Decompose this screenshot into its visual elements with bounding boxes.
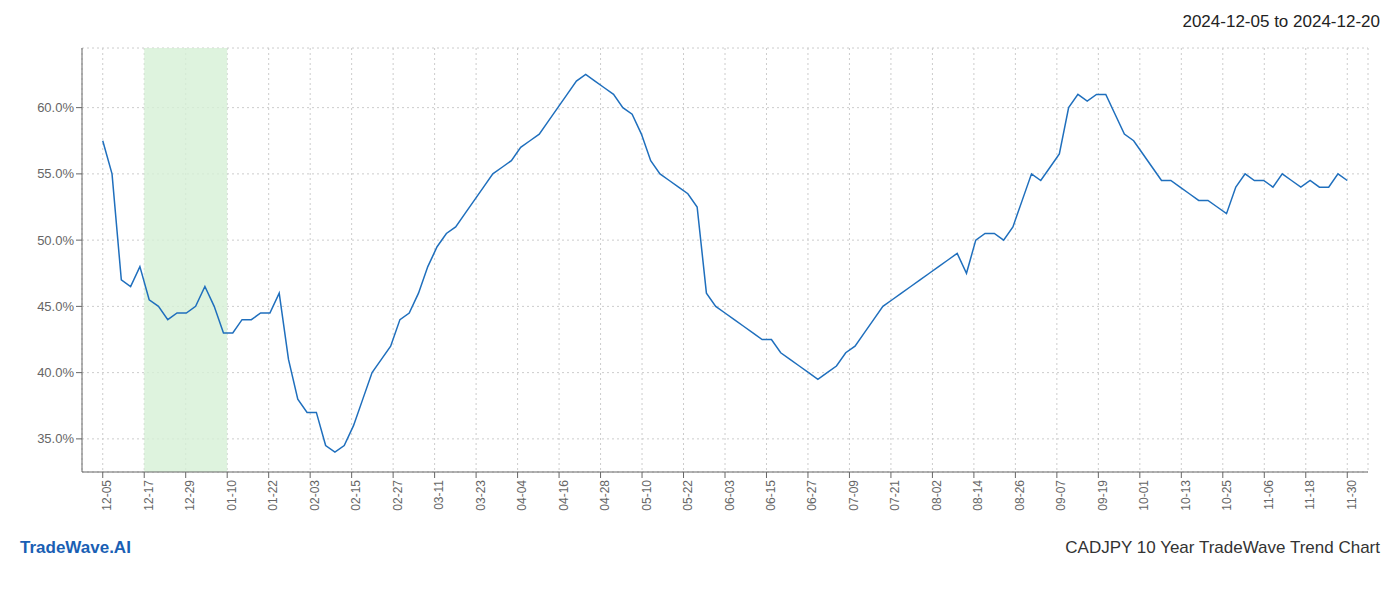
svg-text:11-18: 11-18 [1303, 480, 1317, 510]
svg-text:04-16: 04-16 [557, 480, 571, 511]
svg-text:12-29: 12-29 [183, 480, 197, 511]
svg-text:07-21: 07-21 [888, 480, 902, 511]
svg-text:50.0%: 50.0% [37, 233, 74, 248]
svg-text:01-10: 01-10 [225, 480, 239, 511]
svg-text:12-17: 12-17 [142, 480, 156, 511]
svg-text:06-27: 06-27 [805, 480, 819, 511]
svg-text:08-02: 08-02 [930, 480, 944, 511]
svg-text:06-15: 06-15 [764, 480, 778, 511]
html-text:TradeWave.AI: TradeWave.AI [20, 538, 131, 557]
svg-text:04-28: 04-28 [598, 480, 612, 511]
svg-text:12-05: 12-05 [100, 480, 114, 511]
svg-text:03-11: 03-11 [432, 480, 446, 510]
svg-text:60.0%: 60.0% [37, 100, 74, 115]
svg-text:02-27: 02-27 [391, 480, 405, 511]
svg-text:05-22: 05-22 [681, 480, 695, 511]
html-text:2024-12-05 to 2024-12-20: 2024-12-05 to 2024-12-20 [1182, 12, 1380, 31]
svg-text:11-06: 11-06 [1262, 480, 1276, 510]
svg-text:02-03: 02-03 [308, 480, 322, 511]
svg-text:05-10: 05-10 [640, 480, 654, 511]
svg-text:10-13: 10-13 [1179, 480, 1193, 511]
svg-text:08-14: 08-14 [971, 480, 985, 511]
svg-text:03-23: 03-23 [474, 480, 488, 511]
svg-text:10-25: 10-25 [1220, 480, 1234, 511]
svg-text:01-22: 01-22 [266, 480, 280, 511]
svg-text:35.0%: 35.0% [37, 431, 74, 446]
svg-text:40.0%: 40.0% [37, 365, 74, 380]
svg-text:09-07: 09-07 [1054, 480, 1068, 511]
svg-text:09-19: 09-19 [1096, 480, 1110, 511]
svg-text:04-04: 04-04 [515, 480, 529, 511]
svg-text:55.0%: 55.0% [37, 166, 74, 181]
svg-text:11-30: 11-30 [1345, 480, 1359, 510]
svg-text:45.0%: 45.0% [37, 299, 74, 314]
svg-text:08-26: 08-26 [1013, 480, 1027, 511]
svg-text:02-15: 02-15 [349, 480, 363, 511]
svg-text:06-03: 06-03 [723, 480, 737, 511]
html-text:CADJPY 10 Year TradeWave Trend: CADJPY 10 Year TradeWave Trend Chart [1065, 538, 1380, 557]
svg-text:10-01: 10-01 [1137, 480, 1151, 511]
svg-text:07-09: 07-09 [847, 480, 861, 511]
